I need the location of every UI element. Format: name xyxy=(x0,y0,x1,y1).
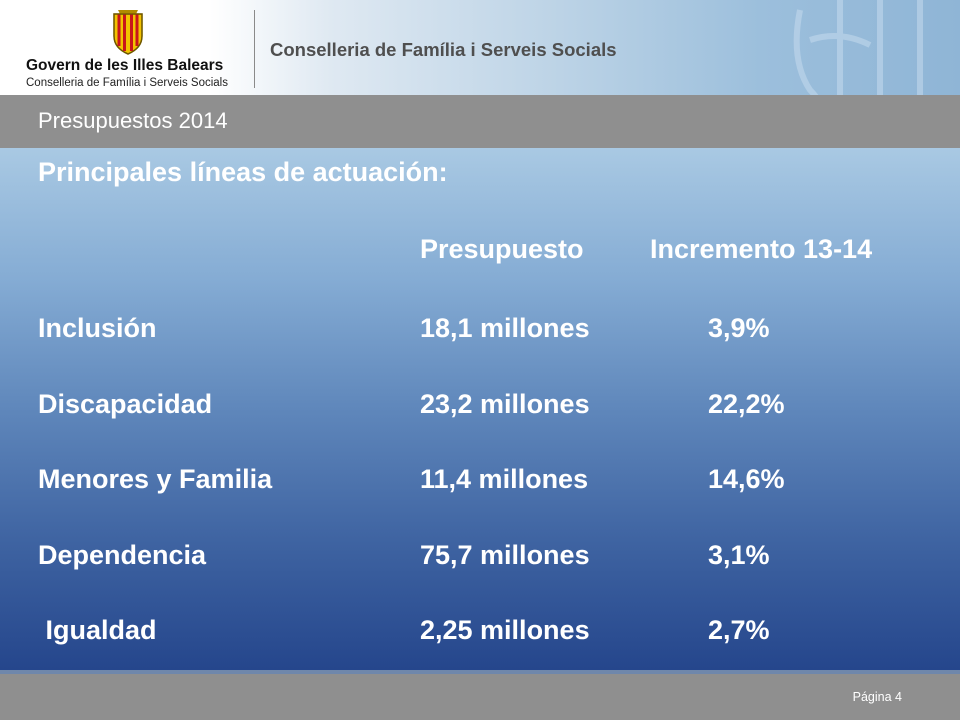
table-row: Discapacidad 23,2 millones 22,2% xyxy=(0,389,960,429)
row-name: Igualdad xyxy=(38,615,157,645)
header-title: Conselleria de Família i Serveis Socials xyxy=(270,39,617,60)
table-row: Menores y Familia 11,4 millones 14,6% xyxy=(0,464,960,504)
row-budget: 11,4 millones xyxy=(420,464,589,494)
section-banner: Presupuestos 2014 xyxy=(0,95,960,148)
row-budget: 75,7 millones xyxy=(420,540,590,570)
header-divider xyxy=(254,10,255,88)
row-name: Dependencia xyxy=(38,540,207,570)
banner-title: Presupuestos 2014 xyxy=(38,108,228,133)
government-logo: Govern de les Illes Balears Conselleria … xyxy=(26,10,236,90)
table-row: Inclusión 18,1 millones 3,9% xyxy=(0,313,960,353)
row-increment: 2,7% xyxy=(708,615,770,645)
column-header-increment: Incremento 13-14 xyxy=(650,234,873,264)
column-header-budget: Presupuesto xyxy=(420,234,584,264)
slide-footer: Página 4 xyxy=(0,670,960,720)
government-name: Govern de les Illes Balears xyxy=(26,57,224,74)
row-increment: 14,6% xyxy=(708,464,785,494)
row-budget: 2,25 millones xyxy=(420,615,590,645)
footer-accent-line xyxy=(0,670,960,674)
row-increment: 22,2% xyxy=(708,389,785,419)
content-heading: Principales líneas de actuación: xyxy=(38,157,448,187)
row-budget: 18,1 millones xyxy=(420,313,590,343)
slide-body: Principales líneas de actuación: Presupu… xyxy=(0,148,960,670)
table-row: Igualdad 2,25 millones 2,7% xyxy=(0,615,960,655)
coat-of-arms-icon xyxy=(113,10,143,55)
heraldic-watermark-icon xyxy=(793,0,923,95)
government-subtitle: Conselleria de Família i Serveis Socials xyxy=(26,77,228,89)
row-name: Discapacidad xyxy=(38,389,213,419)
slide-header: Govern de les Illes Balears Conselleria … xyxy=(0,0,960,95)
row-increment: 3,9% xyxy=(708,313,770,343)
row-name: Inclusión xyxy=(38,313,157,343)
row-budget: 23,2 millones xyxy=(420,389,590,419)
table-row: Dependencia 75,7 millones 3,1% xyxy=(0,540,960,580)
page-number: Página 4 xyxy=(852,690,902,704)
row-increment: 3,1% xyxy=(708,540,770,570)
row-name: Menores y Familia xyxy=(38,464,273,494)
